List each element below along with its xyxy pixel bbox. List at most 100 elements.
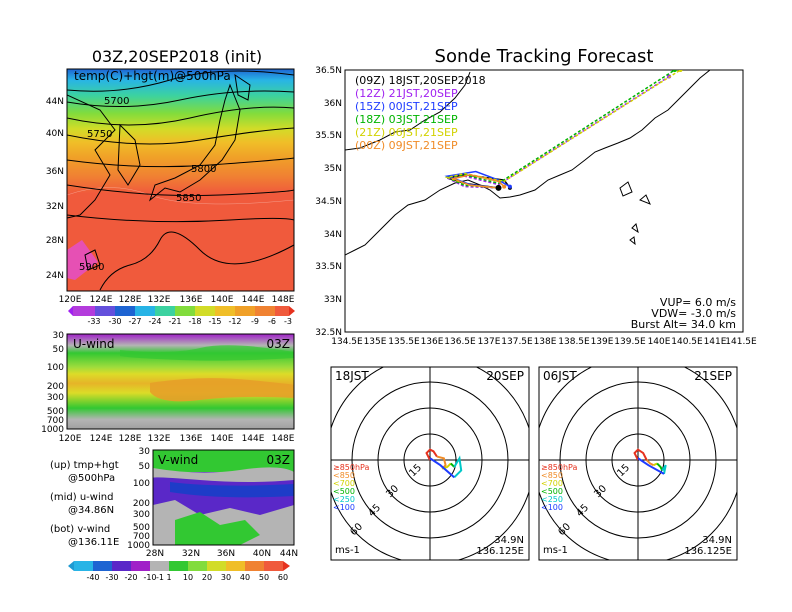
map-label: temp(C)+hgt(m)@500hPa (74, 69, 231, 83)
note-line: @34.86N (68, 505, 114, 516)
lon-tick: 134.5E (331, 337, 363, 347)
p-tick: 30 (139, 447, 151, 457)
hodograph-segment (661, 464, 667, 475)
v-wind-label: V-wind (158, 453, 198, 467)
level-label: <500 (541, 487, 563, 496)
p-tick: 100 (133, 479, 150, 489)
v-wind-section: V-wind 03Z 30 50 100 200 300 500 700 100… (50, 447, 298, 582)
hodograph-segment (453, 455, 463, 479)
param-vdw: VDW= -3.0 m/s (651, 307, 736, 320)
lat-tick: 35.5N (315, 131, 342, 141)
level-label: <250 (333, 495, 355, 504)
lat-tick: 44N (280, 549, 298, 559)
colorbar-label: -27 (128, 317, 141, 326)
lon-tick: 135.5E (388, 337, 420, 347)
colorbar-label: -6 (268, 317, 276, 326)
lon-tick: 148E (272, 295, 295, 305)
lat-tick: 24N (46, 271, 64, 281)
p-tick: 300 (133, 510, 150, 520)
p-tick: 50 (139, 462, 151, 472)
hodograph-06jst: 06JST 21SEP 15 30 45 60 ≥850hPa <850 <70… (538, 366, 738, 561)
contour-label-5850: 5850 (176, 193, 201, 204)
lat-tick: 36N (324, 99, 342, 109)
p-tick: 300 (47, 393, 64, 403)
colorbar-label: -20 (124, 573, 137, 582)
hodograph-segment (653, 462, 658, 467)
colorbar-label: -30 (108, 317, 121, 326)
taiwan-outline (84, 249, 101, 271)
note-line: @136.11E (68, 537, 119, 548)
hodograph-lines (425, 448, 463, 479)
legend-item-15z: (15Z) 00JST,21SEP (355, 100, 458, 113)
track-endpoint (678, 70, 683, 72)
p-tick: 1000 (41, 425, 64, 435)
lon-tick: 136.5E (444, 337, 476, 347)
lon-tick: 128E (119, 434, 142, 444)
lon-tick: 124E (90, 295, 113, 305)
colorbar-label: -30 (105, 573, 118, 582)
japan-outline (148, 83, 241, 202)
warm-patch (67, 240, 98, 280)
track-line (450, 174, 505, 189)
legend-item-12z: (12Z) 21JST,20SEP (355, 87, 458, 100)
u-wind-section: U-wind 03Z 30 50 100 200 300 500 700 100… (41, 331, 295, 444)
hodo-time: 18JST (335, 369, 369, 383)
temp-height-map: 03Z,20SEP2018 (init) temp(C)+hgt(m)@500h… (46, 47, 295, 326)
lon-tick: 140E (211, 295, 234, 305)
track-legend: (09Z) 18JST,20SEP2018 (12Z) 21JST,20SEP … (355, 74, 486, 152)
lon-tick: 137E (478, 337, 501, 347)
lat-tick: 28N (46, 236, 64, 246)
lon-tick: 132E (148, 295, 171, 305)
lon-tick: 138E (534, 337, 557, 347)
temperature-field (67, 69, 294, 291)
lat-tick: 33N (324, 295, 342, 305)
p-tick: 200 (47, 382, 64, 392)
lon-tick: 144E (242, 295, 265, 305)
lon-tick: 141E (704, 337, 727, 347)
map-title: 03Z,20SEP2018 (init) (92, 47, 262, 66)
section-notes: (up) tmp+hgt @500hPa (mid) u-wind @34.86… (50, 460, 119, 548)
colorbar-label: -40 (86, 573, 99, 582)
colorbar-label: 60 (278, 573, 288, 582)
island (629, 236, 636, 246)
lat-tick: 40N (46, 129, 64, 139)
p-tick: 700 (47, 416, 64, 426)
note-line: @500hPa (68, 473, 115, 484)
lat-tick: 33.5N (315, 262, 342, 272)
sonde-track-map: Sonde Tracking Forecast (09Z) 18JST,20SE… (315, 46, 757, 347)
contour-label-5700: 5700 (104, 96, 129, 107)
p-tick: 500 (47, 407, 64, 417)
u-wind-label: U-wind (73, 337, 114, 351)
lon-tick: 136E (180, 434, 203, 444)
p-tick: 30 (53, 331, 65, 341)
u-wind-time: 03Z (267, 337, 291, 351)
korea-outline (117, 123, 141, 186)
colorbar-label: -18 (188, 317, 201, 326)
legend-item-00z: (00Z) 09JST,21SEP (355, 139, 458, 152)
island (619, 181, 633, 197)
lon-tick: 144E (242, 434, 265, 444)
launch-point (495, 184, 502, 191)
lat-tick: 40N (253, 549, 271, 559)
hodograph-lines (633, 448, 667, 475)
position-lon: 136.125E (684, 546, 732, 557)
lat-tick: 36N (217, 549, 235, 559)
level-label: <100 (541, 503, 563, 512)
track-lines (444, 70, 683, 190)
level-label: <100 (333, 503, 355, 512)
level-label: <700 (333, 479, 355, 488)
hodograph-segment (429, 457, 455, 479)
contour-label-5800: 5800 (191, 164, 216, 175)
legend-item-09z: (09Z) 18JST,20SEP2018 (355, 74, 486, 87)
level-label: ≥850hPa (333, 463, 370, 472)
colorbar-label: 50 (259, 573, 269, 582)
lon-tick: 136E (180, 295, 203, 305)
lat-tick: 36.5N (315, 66, 342, 76)
track-endpoint (672, 70, 677, 72)
lon-tick: 120E (59, 295, 82, 305)
lat-tick: 28N (146, 549, 164, 559)
lon-tick: 140E (211, 434, 234, 444)
position-lat: 34.9N (494, 535, 524, 546)
contour-label-5900: 5900 (79, 262, 104, 273)
hokkaido-outline (234, 73, 251, 101)
